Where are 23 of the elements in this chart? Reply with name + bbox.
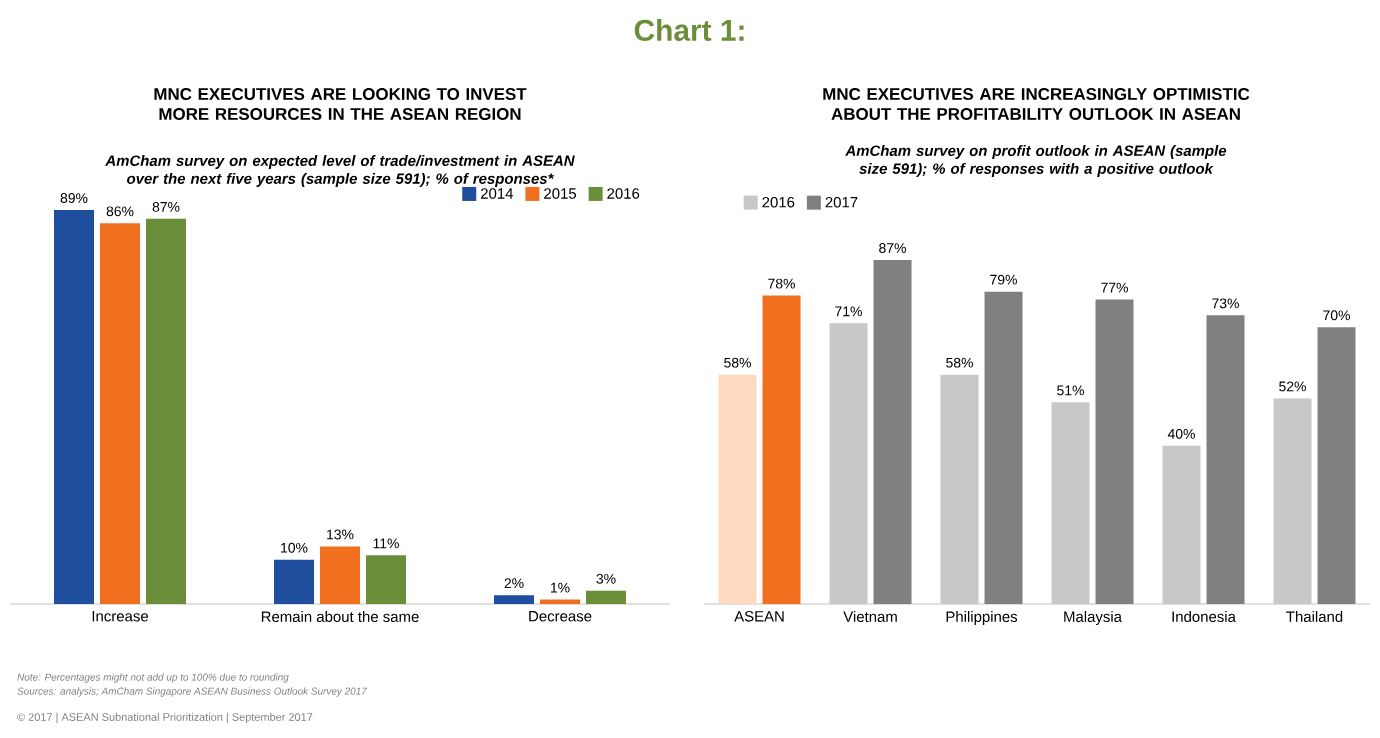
bar	[873, 260, 912, 604]
bar	[146, 218, 187, 604]
bar	[1095, 299, 1134, 604]
bar	[1162, 445, 1201, 604]
bar	[829, 323, 868, 604]
bar	[718, 374, 757, 604]
bar	[940, 374, 979, 604]
bar	[984, 291, 1023, 604]
bar	[1273, 398, 1312, 604]
bar	[100, 223, 141, 604]
chart-title: MNC EXECUTIVES ARE LOOKING TO INVEST MORE RESOURCES IN THE ASEAN REGION	[154, 88, 527, 120]
bar	[54, 210, 95, 604]
bar	[1206, 315, 1245, 604]
bar	[1051, 402, 1090, 604]
chart-title: MNC EXECUTIVES ARE INCREASINGLY OPTIMISTIC ABOUT THE PROFITABILITY OUTLOOK IN ASEAN	[823, 88, 1250, 120]
bar	[494, 595, 535, 604]
bar	[366, 555, 407, 604]
bar	[762, 295, 801, 604]
bar	[1317, 327, 1356, 604]
caption: Chart 1:	[634, 19, 744, 41]
bar	[586, 590, 627, 604]
bar	[274, 559, 315, 604]
bar	[320, 546, 361, 604]
